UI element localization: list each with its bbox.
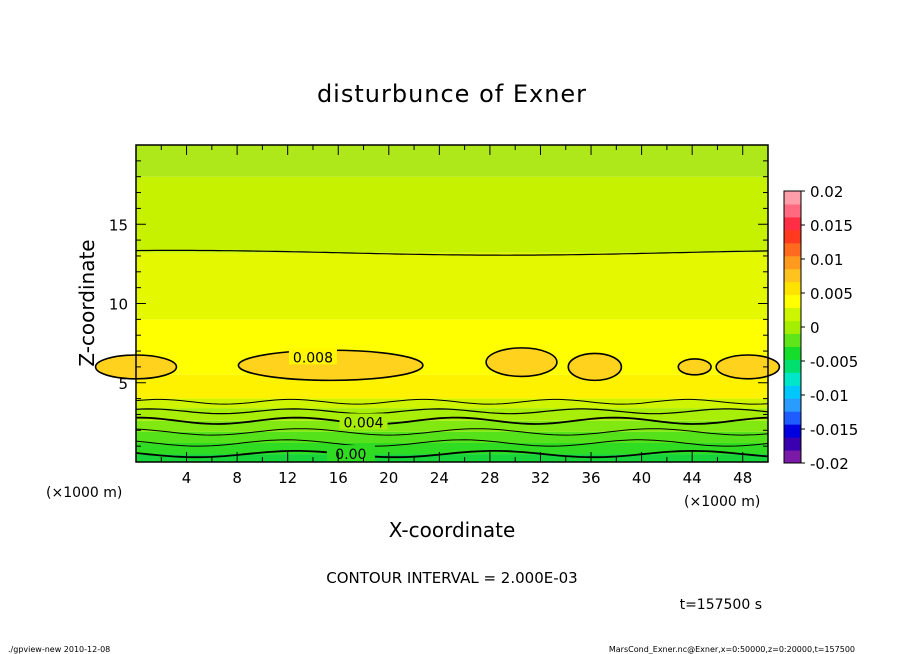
colorbar-swatch: [784, 294, 801, 309]
colorbar-swatch: [784, 385, 801, 399]
field-band: [136, 431, 768, 443]
field-band: [136, 176, 768, 253]
colorbar-swatch: [784, 268, 801, 283]
time-text: t=157500 s: [680, 597, 762, 613]
x-tick-label: 40: [632, 469, 651, 487]
x-tick-label: 24: [430, 469, 449, 487]
colorbar-swatch: [784, 203, 801, 218]
y-axis-title: Z-coordinate: [75, 239, 99, 366]
field-band: [136, 319, 768, 375]
contour-line: [135, 398, 769, 405]
field-band: [136, 454, 768, 462]
colorbar-label: 0.02: [810, 183, 843, 201]
x-tick-label: 12: [278, 469, 297, 487]
x-tick-label: 20: [379, 469, 398, 487]
colorbar-swatch: [784, 242, 801, 257]
x-tick-label: 32: [531, 469, 550, 487]
colorbar-swatch: [784, 359, 801, 373]
field-band: [136, 442, 768, 455]
colorbar-swatch: [784, 398, 801, 412]
contour-line: [135, 439, 769, 447]
y-axis-ticks: 5 10 15: [109, 160, 768, 447]
y-tick-label: 5: [118, 375, 128, 393]
colorbar-labels: 0.02 0.015 0.01 0.005 0 -0.005 -0.01 -0.015 -0.0…: [801, 183, 858, 473]
colorbar-swatch: [784, 216, 801, 231]
y-unit-label: (×1000 m): [46, 485, 122, 501]
colorbar-frame: [783, 190, 802, 464]
colorbar-swatch: [784, 450, 801, 464]
contour-labels: 0.008 0.004 0.00: [288, 348, 388, 463]
contour-line: [135, 408, 769, 415]
y-tick-label: 10: [109, 296, 128, 314]
field-band: [136, 252, 768, 320]
footer-right: MarsCond_Exner.nc@Exner,x=0:50000,z=0:20…: [609, 645, 855, 654]
contour-label-bg: [339, 413, 388, 430]
contour-region-0008: [677, 358, 712, 376]
colorbar-swatch: [784, 307, 801, 322]
x-tick-label: 36: [581, 469, 600, 487]
field-band: [136, 420, 768, 432]
colorbar-label: 0.005: [810, 285, 853, 303]
x-unit-label: (×1000 m): [684, 494, 760, 510]
x-tick-label: 8: [232, 469, 242, 487]
x-axis-ticks: 4 8 12 16 20 24 28 32 36 40 44 48: [160, 145, 752, 487]
colorbar-swatch: [784, 372, 801, 386]
x-tick-label: 28: [480, 469, 499, 487]
contour-line: [135, 428, 769, 436]
field-band: [136, 374, 768, 399]
field-band: [136, 398, 768, 409]
x-tick-label: 4: [182, 469, 192, 487]
contour-label: 0.004: [343, 415, 383, 431]
colorbar: [784, 191, 801, 464]
contour-line: [135, 416, 769, 425]
colorbar-label: -0.01: [810, 387, 849, 405]
colorbar-label: 0: [810, 319, 820, 337]
colorbar-swatch: [784, 346, 801, 360]
field-band: [136, 145, 768, 177]
colorbar-swatch: [784, 437, 801, 451]
contour-interval-text: CONTOUR INTERVAL = 2.000E-03: [326, 569, 577, 587]
x-tick-label: 44: [683, 469, 702, 487]
contour-label: 0.00: [335, 447, 366, 463]
colorbar-swatch: [784, 320, 801, 334]
contour-label: 0.008: [293, 350, 333, 366]
footer-left: ./gpview-new 2010-12-08: [8, 645, 110, 654]
contour-lines: [135, 249, 769, 459]
contour-region-0008: [567, 352, 623, 382]
x-axis-title: X-coordinate: [389, 518, 516, 542]
colorbar-label: 0.015: [810, 217, 853, 235]
colorbar-swatch: [784, 281, 801, 296]
colorbar-label: -0.005: [810, 353, 858, 371]
colorbar-swatch: [784, 191, 801, 205]
x-tick-label: 48: [733, 469, 752, 487]
plot-field: [94, 145, 781, 462]
colorbar-label: -0.02: [810, 455, 849, 473]
y-tick-label: 15: [109, 216, 128, 234]
chart-title: disturbunce of Exner: [317, 80, 587, 108]
contour-line: [135, 449, 769, 459]
colorbar-swatch: [784, 411, 801, 425]
field-band: [136, 408, 768, 421]
contour-label-bg: [288, 348, 337, 365]
contour-label-bg: [326, 445, 375, 462]
contour-region-0008: [485, 347, 558, 378]
colorbar-swatch: [784, 424, 801, 438]
colorbar-swatch: [784, 333, 801, 347]
colorbar-swatch: [784, 229, 801, 244]
x-tick-label: 16: [329, 469, 348, 487]
colorbar-label: -0.015: [810, 421, 858, 439]
colorbar-swatch: [784, 255, 801, 270]
contour-region-0008: [715, 354, 781, 380]
colorbar-label: 0.01: [810, 251, 843, 269]
contour-line: [135, 249, 769, 256]
